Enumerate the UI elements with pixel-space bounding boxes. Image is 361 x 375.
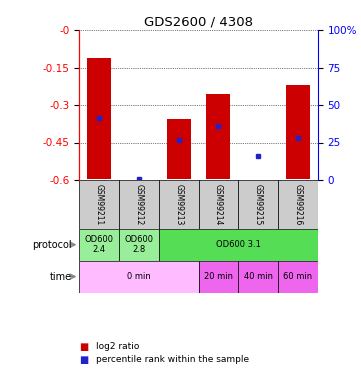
Text: OD600 3.1: OD600 3.1: [216, 240, 261, 249]
Bar: [79, 261, 199, 292]
Bar: [167, 119, 191, 179]
Text: 20 min: 20 min: [204, 272, 233, 281]
Bar: [238, 261, 278, 292]
Bar: [206, 94, 230, 179]
Bar: [87, 57, 111, 179]
Text: GSM99211: GSM99211: [95, 184, 104, 225]
Bar: [119, 229, 159, 261]
Text: 0 min: 0 min: [127, 272, 151, 281]
Bar: [238, 180, 278, 229]
Bar: [79, 180, 119, 229]
Text: time: time: [50, 272, 72, 282]
Bar: [278, 180, 318, 229]
Bar: [159, 180, 199, 229]
Bar: [199, 261, 238, 292]
Text: 60 min: 60 min: [283, 272, 312, 281]
Bar: [159, 229, 318, 261]
Bar: [79, 229, 119, 261]
Text: GSM99212: GSM99212: [135, 184, 143, 225]
Text: percentile rank within the sample: percentile rank within the sample: [96, 356, 249, 364]
Text: log2 ratio: log2 ratio: [96, 342, 139, 351]
Text: GSM99213: GSM99213: [174, 184, 183, 225]
Bar: [119, 180, 159, 229]
Text: GSM99214: GSM99214: [214, 184, 223, 225]
Title: GDS2600 / 4308: GDS2600 / 4308: [144, 16, 253, 29]
Bar: [286, 85, 310, 179]
Text: OD600
2.4: OD600 2.4: [85, 235, 114, 254]
Text: GSM99215: GSM99215: [254, 184, 262, 225]
Text: ■: ■: [79, 342, 89, 352]
Bar: [278, 261, 318, 292]
Text: GSM99216: GSM99216: [293, 184, 302, 225]
Text: ■: ■: [79, 355, 89, 365]
Text: 40 min: 40 min: [244, 272, 273, 281]
Bar: [199, 180, 238, 229]
Text: protocol: protocol: [32, 240, 72, 250]
Text: OD600
2.8: OD600 2.8: [125, 235, 153, 254]
